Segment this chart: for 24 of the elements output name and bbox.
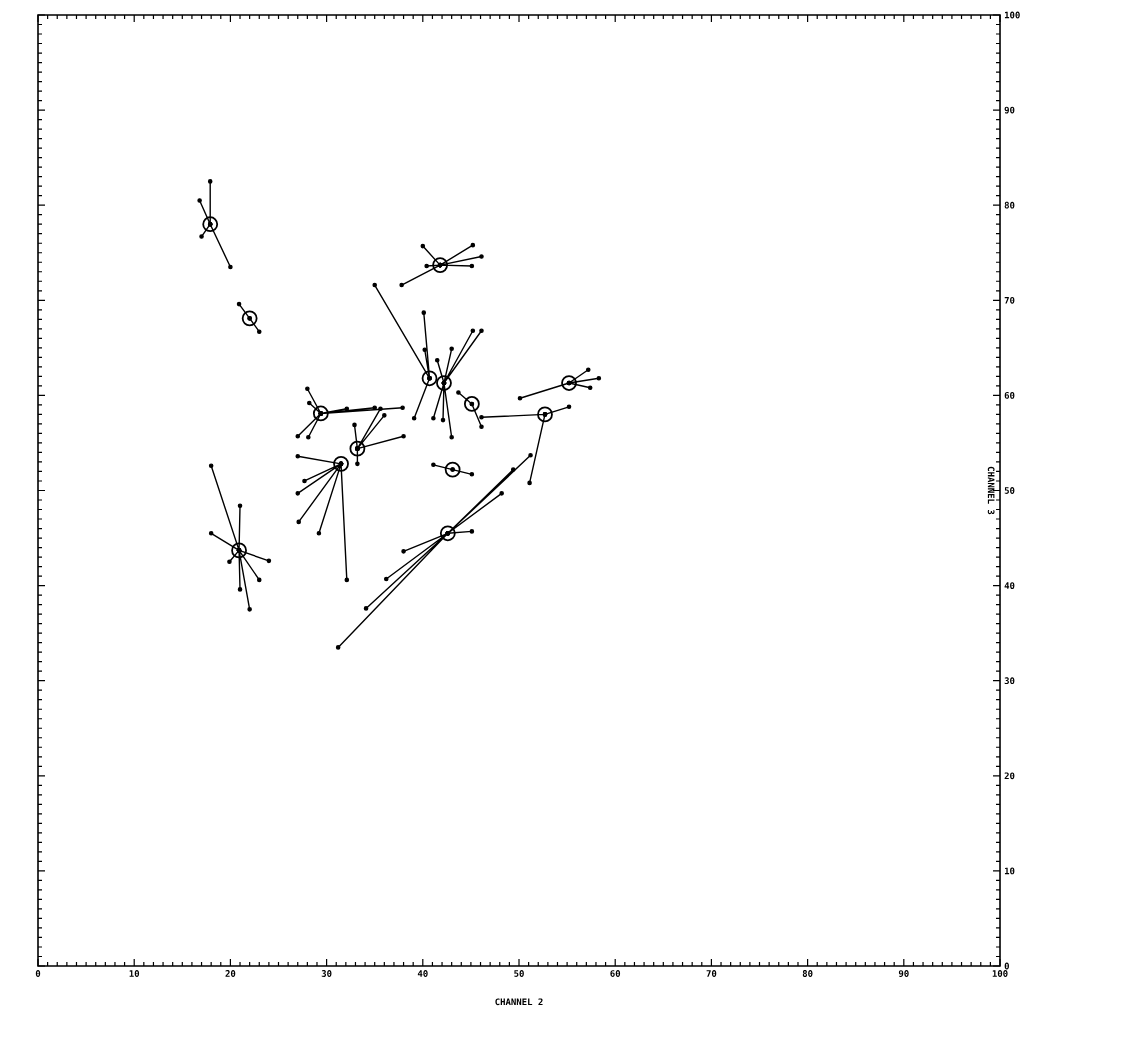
- y-tick-label: 50: [1004, 487, 1015, 494]
- x-tick-label: 20: [225, 970, 236, 977]
- y-tick-label: 10: [1004, 867, 1015, 875]
- x-tick-label: 50: [514, 970, 524, 977]
- y-tick-label: 70: [1004, 296, 1015, 304]
- y-tick-label: 20: [1004, 772, 1015, 780]
- x-tick-label: 40: [417, 970, 428, 977]
- x-tick-label: 70: [706, 970, 717, 977]
- x-tick-label: 100: [992, 970, 1008, 977]
- y-tick-label: 90: [1004, 106, 1015, 114]
- x-tick-label: 30: [321, 970, 332, 977]
- x-axis-title: CHANNEL 2: [495, 998, 543, 1006]
- y-axis-title: CHANNEL 3: [987, 466, 995, 515]
- y-tick-label: 80: [1004, 201, 1015, 209]
- y-tick-label: 0: [1004, 962, 1009, 970]
- x-tick-label: 60: [610, 970, 621, 977]
- x-tick-label: 90: [898, 970, 909, 977]
- x-tick-label: 0: [35, 970, 41, 977]
- y-tick-label: 30: [1004, 677, 1015, 685]
- y-tick-label: 40: [1004, 582, 1015, 589]
- x-tick-label: 10: [129, 970, 140, 977]
- y-tick-label: 100: [1004, 11, 1020, 19]
- x-tick-label: 80: [802, 970, 813, 977]
- y-tick-label: 60: [1004, 392, 1015, 399]
